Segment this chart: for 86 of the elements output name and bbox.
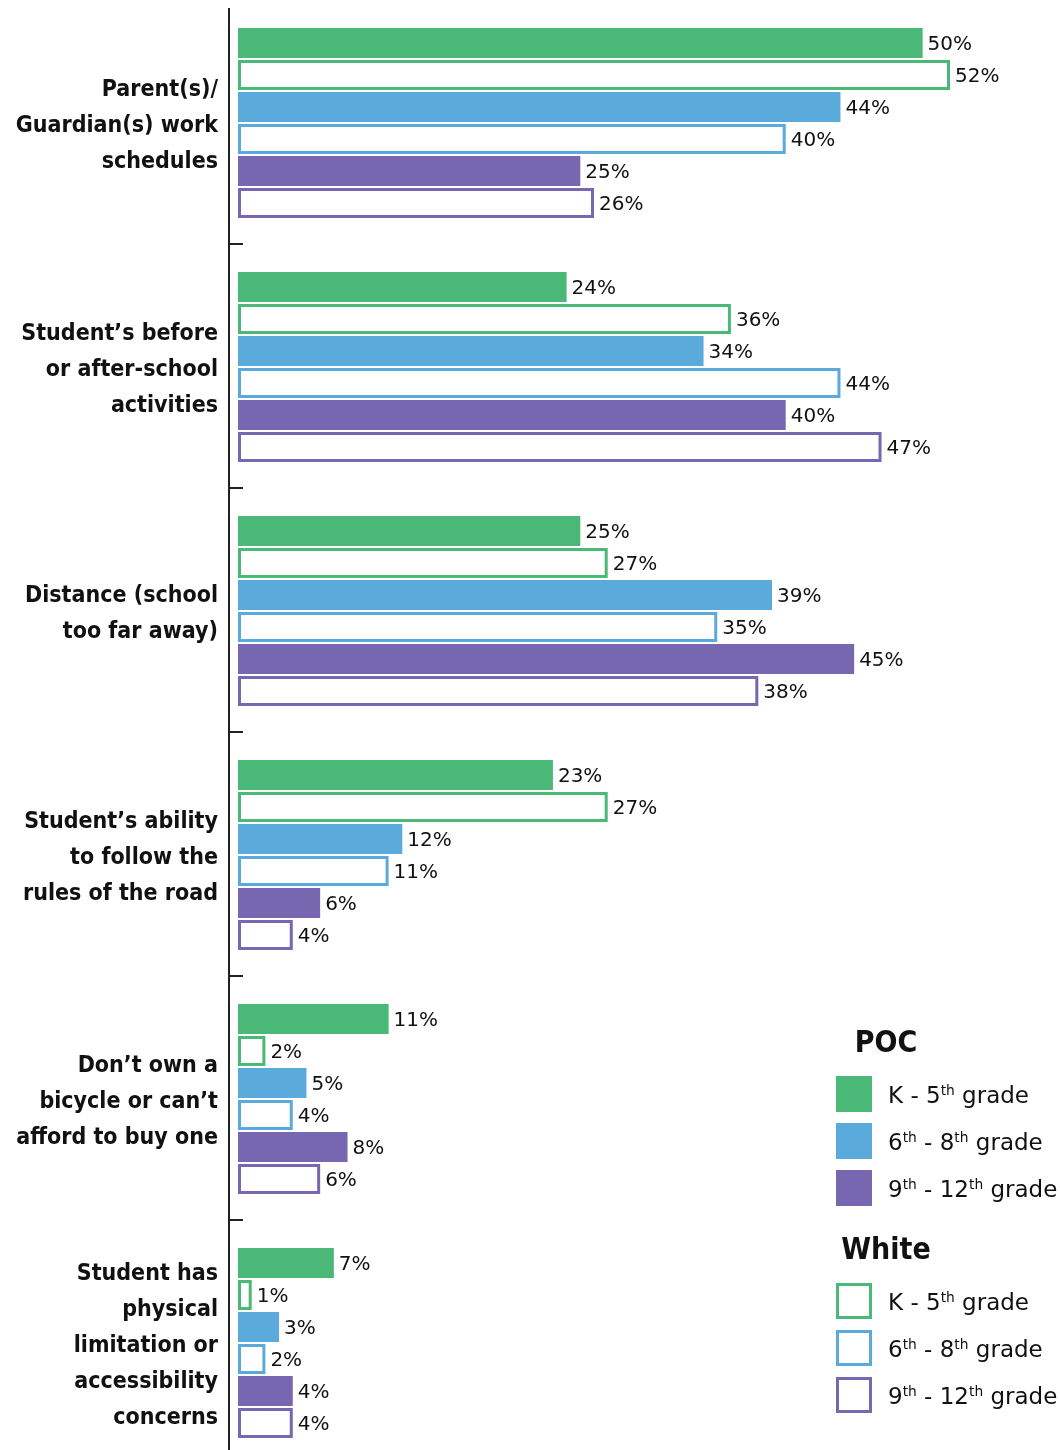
data-label: 6%: [325, 891, 357, 915]
bar: [238, 304, 731, 334]
data-label: 27%: [612, 795, 658, 819]
data-label: 25%: [585, 519, 630, 543]
data-label: 11%: [393, 1007, 439, 1031]
bar: [238, 888, 321, 918]
bar: [238, 368, 841, 398]
data-label: 40%: [790, 127, 836, 151]
data-label: 4%: [297, 1379, 330, 1403]
data-label: 2%: [270, 1347, 303, 1371]
legend-label: 9$^{th}$ - 12$^{th}$ grade: [888, 1383, 1058, 1409]
bar: [238, 188, 594, 218]
data-label: 2%: [270, 1039, 303, 1063]
bar: [238, 1164, 321, 1194]
data-label: 26%: [599, 191, 644, 215]
bar: [238, 28, 923, 58]
bar: [238, 336, 704, 366]
bar: [238, 1280, 252, 1310]
bar: [238, 156, 581, 186]
bar: [238, 432, 882, 462]
data-label: 4%: [297, 1411, 330, 1435]
bar: [238, 272, 567, 302]
data-label: 4%: [297, 923, 330, 947]
bar: [238, 1100, 293, 1130]
bar: [238, 1344, 266, 1374]
data-label: 44%: [845, 371, 890, 395]
bar: [238, 1248, 334, 1278]
bar: [238, 548, 608, 578]
data-label: 12%: [407, 827, 452, 851]
data-label: 44%: [845, 95, 890, 119]
data-label: 24%: [571, 275, 617, 299]
data-label: 25%: [585, 159, 630, 183]
data-label: 36%: [735, 307, 781, 331]
bar: [238, 400, 786, 430]
bar: [238, 516, 581, 546]
bar: [238, 580, 772, 610]
data-label: 11%: [393, 859, 439, 883]
data-label: 5%: [311, 1071, 344, 1095]
data-label: 39%: [777, 583, 822, 607]
bar: [238, 856, 389, 886]
bar: [238, 920, 293, 950]
data-label: 3%: [284, 1315, 316, 1339]
bar: [238, 60, 950, 90]
legend-label: 9$^{th}$ - 12$^{th}$ grade: [888, 1176, 1058, 1202]
data-label: 8%: [352, 1135, 385, 1159]
data-label: 1%: [256, 1283, 289, 1307]
data-label: 40%: [790, 403, 836, 427]
bar: [238, 676, 759, 706]
data-label: 34%: [708, 339, 753, 363]
bar: [238, 1312, 280, 1342]
data-label: 45%: [859, 647, 904, 671]
annotation: POC: [854, 1024, 918, 1059]
y-tick-label: Parent(s)/ Guardian(s) work schedules: [15, 75, 220, 173]
bar: [238, 1004, 389, 1034]
y-tick-label: Student has physical limitation or accessibility concerns: [73, 1259, 219, 1429]
legend-label: K - 5$^{th}$ grade: [888, 1289, 1030, 1315]
y-tick-label: Don’t own a bicycle or can’t afford to buy one: [16, 1051, 219, 1149]
legend-label: 6$^{th}$ - 8$^{th}$ grade: [888, 1336, 1043, 1362]
data-label: 52%: [955, 63, 1000, 87]
data-label: 6%: [325, 1167, 357, 1191]
data-label: 7%: [338, 1251, 371, 1275]
annotation: White: [841, 1231, 931, 1266]
data-label: 35%: [722, 615, 767, 639]
data-label: 27%: [612, 551, 658, 575]
bar: [238, 124, 786, 154]
data-label: 47%: [886, 435, 931, 459]
bar: [238, 1408, 293, 1438]
bar: [238, 760, 553, 790]
bar: [238, 612, 718, 642]
y-tick-label: Student’s ability to follow the rules of the road: [22, 807, 219, 905]
bar: [238, 1036, 266, 1066]
data-label: 4%: [297, 1103, 330, 1127]
y-tick-label: Student’s before or after-school activities: [21, 319, 218, 417]
bar: [238, 824, 403, 854]
data-label: 23%: [557, 763, 603, 787]
bar: [238, 92, 841, 122]
bar: [238, 644, 855, 674]
data-label: 50%: [927, 31, 973, 55]
y-tick-label: Distance (school too far away): [25, 581, 218, 643]
bar: [238, 792, 608, 822]
bar: [238, 1132, 348, 1162]
legend-label: K - 5$^{th}$ grade: [888, 1082, 1030, 1108]
bar: [238, 1376, 293, 1406]
bar: [238, 1068, 307, 1098]
data-label: 38%: [763, 679, 808, 703]
legend-label: 6$^{th}$ - 8$^{th}$ grade: [888, 1129, 1043, 1155]
